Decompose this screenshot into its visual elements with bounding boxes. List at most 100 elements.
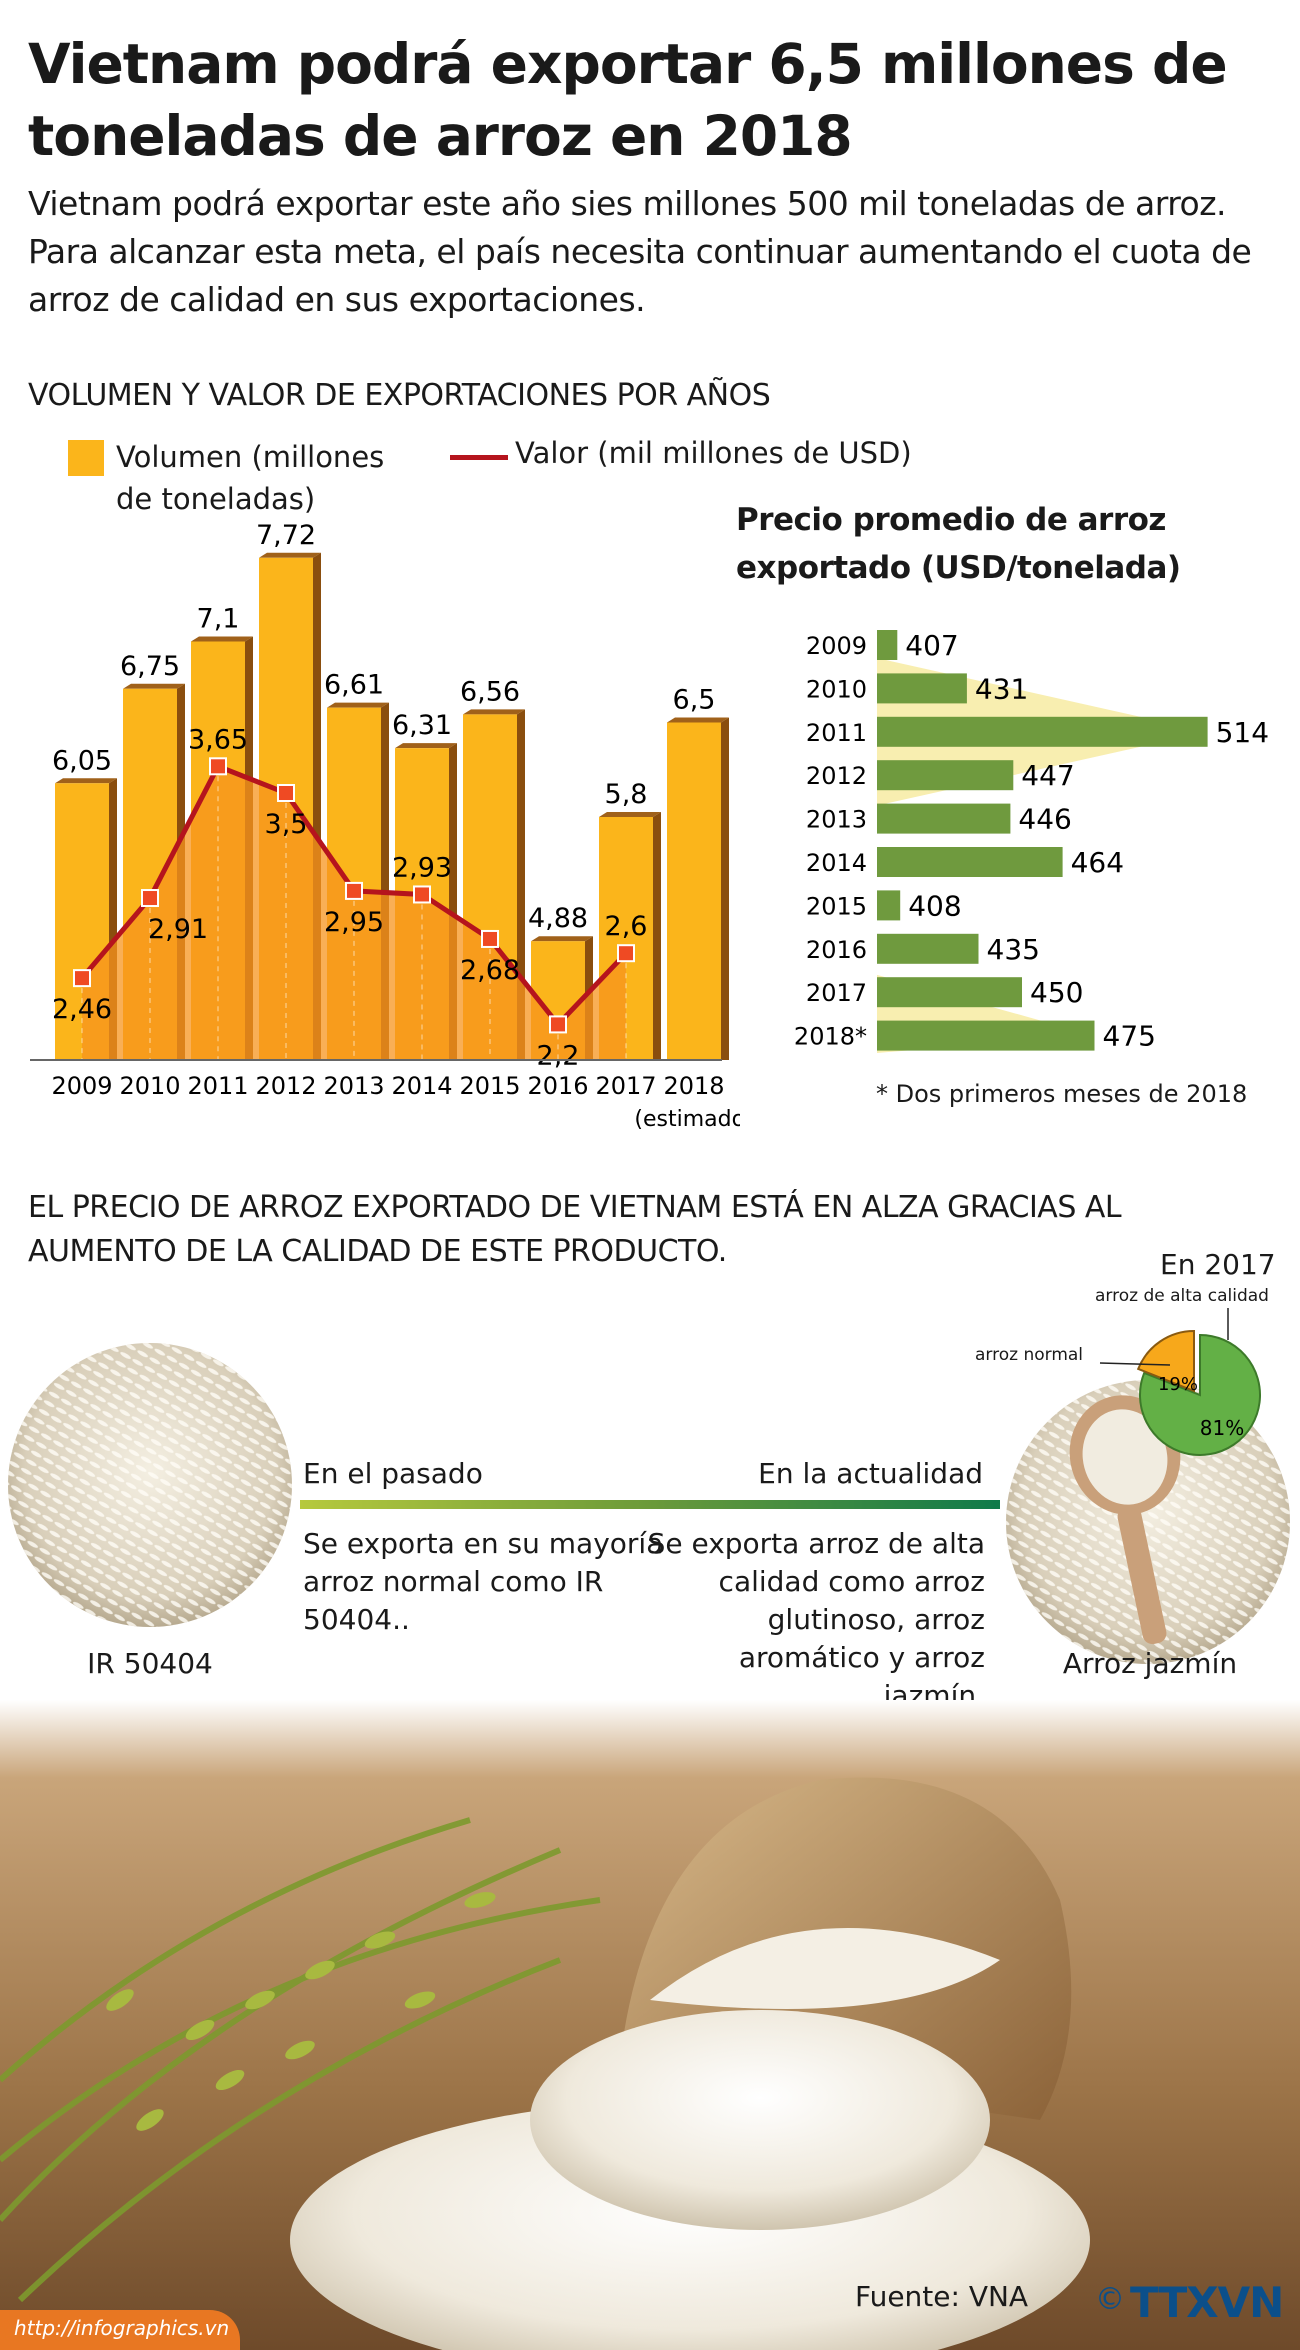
value-marker bbox=[141, 889, 159, 908]
price-year-label: 2018* bbox=[794, 1023, 867, 1051]
value-marker bbox=[277, 784, 295, 802]
year-label: 2013 bbox=[323, 1072, 384, 1100]
volume-label: 6,75 bbox=[120, 651, 180, 682]
bar-top bbox=[259, 552, 321, 558]
now-label: En la actualidad bbox=[758, 1457, 983, 1490]
quality-heading: EL PRECIO DE ARROZ EXPORTADO DE VIETNAM … bbox=[28, 1190, 1122, 1269]
volume-label: 5,8 bbox=[605, 779, 648, 810]
year-label: 2010 bbox=[119, 1072, 180, 1100]
now-text: Se exporta arroz de alta calidad como ar… bbox=[647, 1527, 985, 1712]
volume-bar bbox=[667, 722, 721, 1060]
value-label: 3,65 bbox=[188, 724, 248, 755]
volume-label: 7,1 bbox=[197, 604, 240, 635]
legend-volume-swatch bbox=[68, 440, 104, 476]
bar-top bbox=[599, 812, 661, 817]
timeline-bar bbox=[300, 1500, 1000, 1509]
price-bar bbox=[877, 673, 967, 704]
pie-slice-high-quality bbox=[1139, 1333, 1261, 1456]
value-label: 2,68 bbox=[460, 955, 520, 986]
price-value-label: 514 bbox=[1216, 716, 1269, 749]
year-label: 2015 bbox=[459, 1072, 520, 1100]
price-bar bbox=[877, 933, 979, 964]
bar-top bbox=[531, 936, 593, 942]
url-banner bbox=[0, 2310, 240, 2350]
site-url[interactable]: http://infographics.vn bbox=[14, 2316, 230, 2340]
bar-top bbox=[55, 778, 117, 784]
volume-label: 6,31 bbox=[392, 710, 452, 741]
bar-top bbox=[395, 743, 457, 749]
value-label: 3,5 bbox=[265, 809, 308, 840]
volume-label: 7,72 bbox=[256, 520, 316, 551]
price-value-label: 407 bbox=[905, 629, 958, 662]
year-label: 2014 bbox=[391, 1072, 452, 1100]
bar-top bbox=[667, 717, 729, 723]
price-bar bbox=[877, 630, 898, 660]
pie-label-high-quality: arroz de alta calidad bbox=[1095, 1286, 1269, 1306]
ir50404-rice-image bbox=[8, 1343, 292, 1627]
bar-side bbox=[721, 717, 729, 1060]
price-value-label: 435 bbox=[987, 933, 1040, 966]
value-label: 2,2 bbox=[537, 1040, 580, 1071]
volume-label: 6,05 bbox=[52, 745, 112, 776]
price-bar bbox=[877, 977, 1022, 1008]
ttxvn-logo: TTXVN bbox=[1130, 2278, 1284, 2327]
price-bar bbox=[877, 803, 1011, 834]
price-value-label: 408 bbox=[908, 889, 961, 922]
rice-photo bbox=[0, 1700, 1300, 2350]
price-year-label: 2017 bbox=[806, 979, 867, 1007]
estimate-note: (estimado) bbox=[634, 1107, 740, 1132]
year-label: 2012 bbox=[255, 1072, 316, 1100]
past-text: Se exporta en su mayoría arroz normal co… bbox=[303, 1527, 664, 1636]
price-year-label: 2016 bbox=[806, 936, 867, 964]
year-label: 2018 bbox=[663, 1072, 724, 1100]
pie-title: En 2017 bbox=[1160, 1248, 1276, 1281]
value-marker bbox=[549, 1015, 567, 1034]
value-label: 2,6 bbox=[605, 911, 648, 942]
price-chart: 2009 407 2010 431 2011 514 2012 447 2013 446 2014 4… bbox=[794, 629, 1269, 1053]
pie-label-normal: arroz normal bbox=[975, 1345, 1084, 1365]
price-value-label: 475 bbox=[1103, 1020, 1156, 1053]
price-value-label: 464 bbox=[1071, 846, 1124, 879]
pie-value-high: 81% bbox=[1200, 1416, 1244, 1440]
price-bar bbox=[877, 1020, 1095, 1051]
price-year-label: 2015 bbox=[806, 892, 867, 920]
price-year-label: 2013 bbox=[806, 806, 867, 834]
legend-volume-label: Volumen (millones de toneladas) bbox=[116, 440, 385, 516]
price-value-label: 446 bbox=[1018, 803, 1071, 836]
volume-label: 6,5 bbox=[673, 685, 716, 716]
price-value-label: 450 bbox=[1030, 976, 1083, 1009]
pie-value-normal: 19% bbox=[1158, 1374, 1198, 1395]
volume-value-chart: 6,05 2009 6,75 2010 7,1 2011 7,72 2012 6,61 2013 6… bbox=[30, 520, 740, 1132]
page-title: Vietnam podrá exportar 6,5 millones de t… bbox=[28, 32, 1228, 168]
price-value-label: 447 bbox=[1021, 759, 1074, 792]
value-marker bbox=[617, 944, 635, 963]
price-chart-title: Precio promedio de arroz exportado (USD/… bbox=[736, 502, 1181, 586]
price-bar bbox=[877, 890, 901, 921]
price-footnote: * Dos primeros meses de 2018 bbox=[876, 1080, 1248, 1108]
pie-leader bbox=[1099, 1362, 1171, 1366]
copyright-icon: © bbox=[1095, 2282, 1125, 2317]
year-label: 2009 bbox=[51, 1072, 112, 1100]
bar-top bbox=[327, 702, 389, 708]
bar-top bbox=[191, 636, 253, 642]
value-label: 2,91 bbox=[148, 914, 208, 945]
year-label: 2011 bbox=[187, 1072, 248, 1100]
value-marker bbox=[73, 969, 91, 988]
price-year-label: 2012 bbox=[806, 762, 867, 790]
intro-text: Vietnam podrá exportar este año sies mil… bbox=[28, 184, 1252, 319]
price-year-label: 2010 bbox=[806, 675, 867, 703]
price-value-label: 431 bbox=[975, 672, 1028, 705]
value-label: 2,46 bbox=[52, 994, 112, 1025]
year-label: 2016 bbox=[527, 1072, 588, 1100]
legend-value-swatch bbox=[450, 455, 508, 460]
value-marker bbox=[413, 885, 431, 904]
price-year-label: 2014 bbox=[806, 849, 867, 877]
volume-label: 4,88 bbox=[528, 903, 588, 934]
price-year-label: 2011 bbox=[806, 719, 867, 747]
legend-value-label: Valor (mil millones de USD) bbox=[515, 436, 912, 470]
volume-label: 6,61 bbox=[324, 670, 384, 701]
jasmine-caption: Arroz jazmín bbox=[1062, 1647, 1238, 1680]
bar-top bbox=[463, 709, 525, 715]
ir50404-caption: IR 50404 bbox=[87, 1647, 213, 1680]
source-text: Fuente: VNA bbox=[855, 2280, 1029, 2313]
